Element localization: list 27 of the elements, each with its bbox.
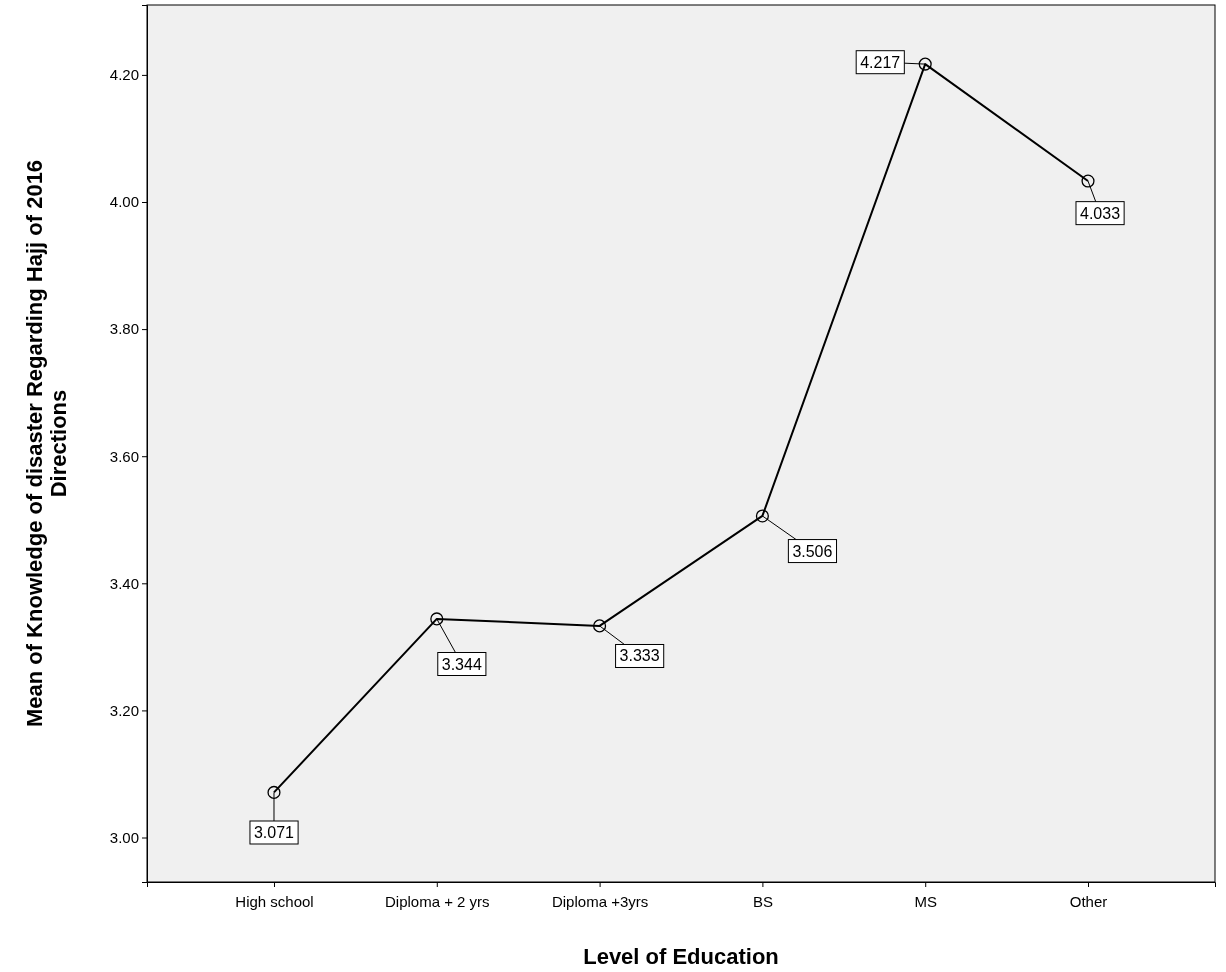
point [1081, 174, 1095, 188]
y-axis-title: Mean of Knowledge of disaster Regarding Hajj of 2016 Directions [22, 159, 72, 728]
point [430, 612, 444, 626]
y-tick-label: 3.40 [109, 574, 139, 592]
data-label: 4.033 [1079, 204, 1121, 222]
y-tick-label: 3.80 [109, 320, 139, 338]
y-tick-label: 4.20 [109, 66, 139, 84]
x-tick-label: High school [235, 892, 314, 910]
point [755, 509, 769, 523]
data-label: 3.344 [441, 655, 482, 673]
data-label: 3.506 [792, 542, 833, 560]
point [593, 619, 607, 633]
x-tick-label: Diploma + 2 yrs [384, 892, 490, 910]
y-tick-label: 3.60 [109, 447, 139, 465]
x-tick-label: Other [1069, 892, 1108, 910]
x-tick-label: BS [752, 892, 773, 910]
data-label: 3.333 [619, 647, 660, 665]
x-tick-label: MS [914, 892, 937, 910]
y-tick-label: 4.00 [109, 193, 139, 211]
y-tick-label: 3.00 [109, 828, 139, 846]
point [267, 785, 281, 799]
y-tick-label: 3.20 [109, 701, 139, 719]
x-tick-label: Diploma +3yrs [551, 892, 649, 910]
data-label: 3.071 [253, 823, 295, 841]
data-label: 4.217 [860, 53, 901, 71]
point [918, 57, 932, 71]
x-axis-title: Level of Education [583, 944, 779, 969]
